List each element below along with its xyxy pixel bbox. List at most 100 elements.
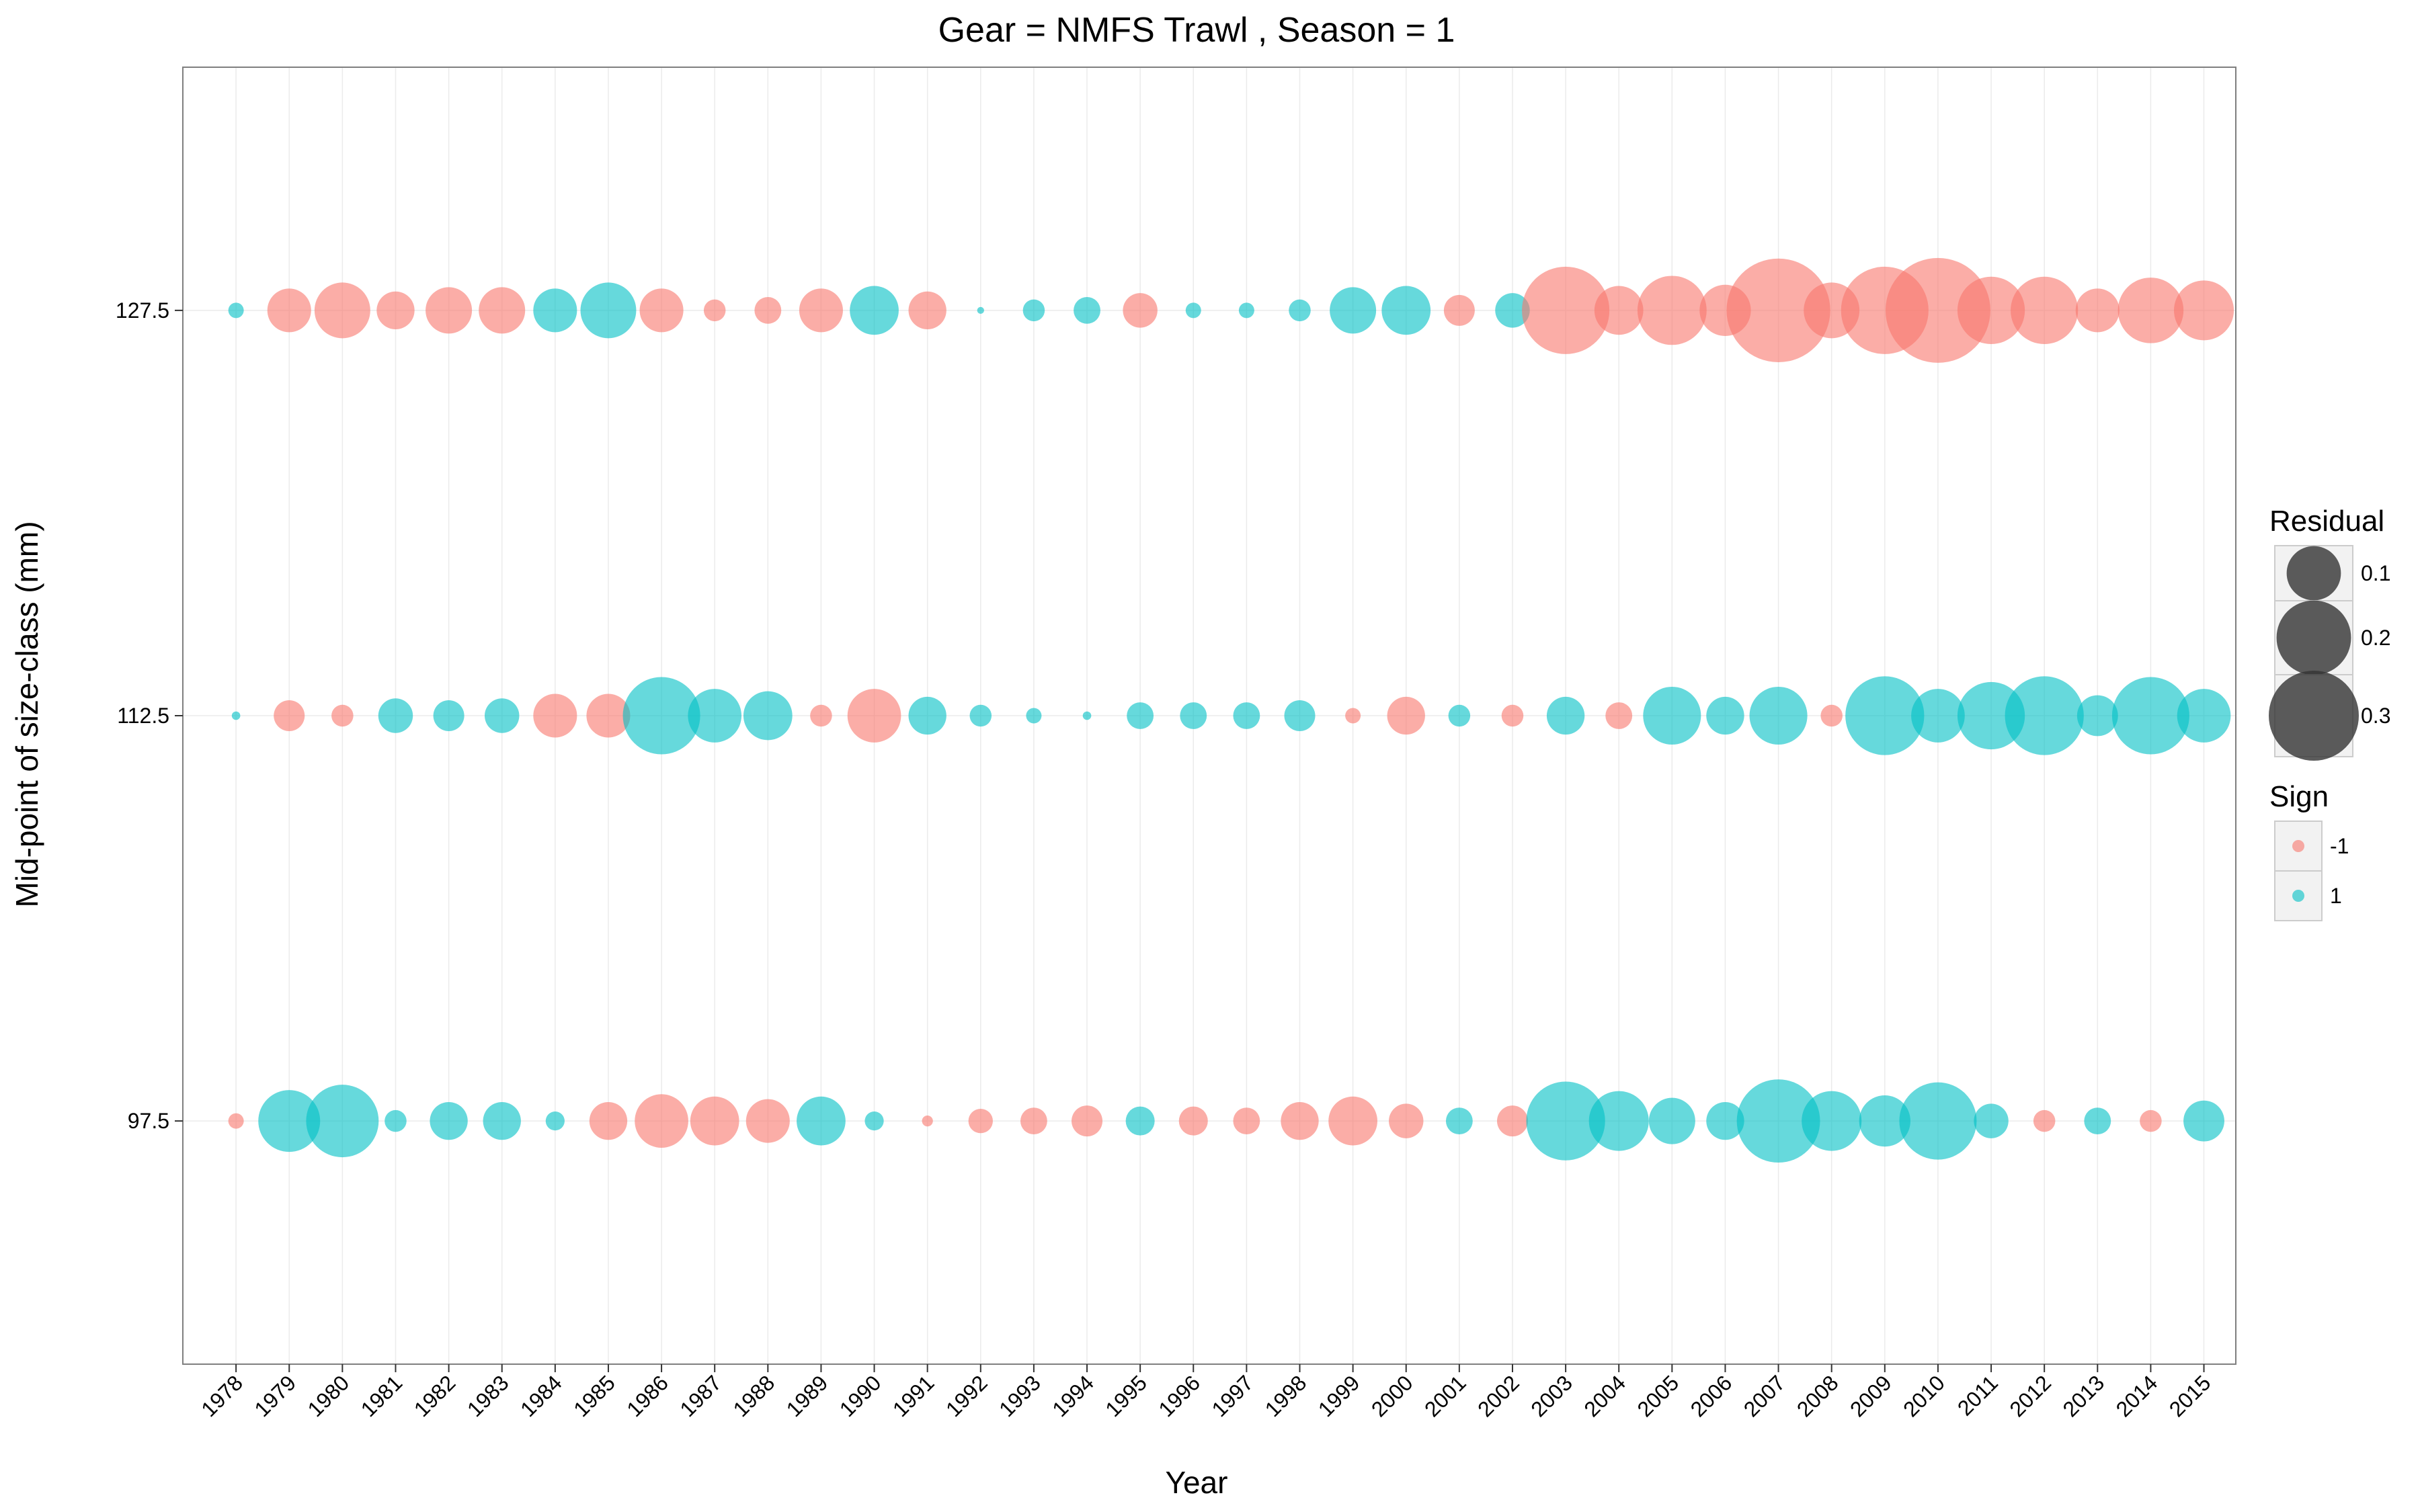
data-point [1022,299,1045,322]
size-key-label: 0.2 [2361,626,2390,650]
data-point [639,288,684,333]
data-point [810,704,832,727]
data-point [1445,1107,1473,1135]
data-point [1522,266,1610,354]
data-point [797,1096,846,1146]
legend: Residual 0.1 0.2 0.3 Sign -1 1 [2269,505,2390,921]
data-point [231,711,241,720]
y-axis-title: Mid-point of size-class (mm) [9,521,44,907]
data-point [969,704,992,727]
data-point [1594,286,1644,335]
data-point [1448,704,1471,727]
data-point [922,1115,933,1127]
y-axis: 97.5 112.5 127.5 [116,298,183,1133]
data-point [2173,280,2234,341]
data-point [1706,1101,1744,1140]
data-point [274,700,305,732]
data-point [1643,686,1701,745]
data-point [908,696,946,735]
data-point [1238,302,1254,319]
data-point [545,1111,565,1131]
data-point [2111,677,2189,755]
color-legend: -1 1 [2274,821,2349,921]
data-point [1820,704,1843,727]
data-point [580,282,637,339]
data-point [1074,296,1100,324]
data-point [1178,1106,1208,1136]
data-point [745,1099,790,1143]
data-point [754,296,782,324]
data-point [533,694,577,738]
data-point [2140,1109,2162,1132]
data-point [1495,293,1530,328]
data-point [1082,711,1092,720]
data-point [635,1094,688,1148]
data-point [799,288,843,333]
data-point [306,1085,379,1158]
data-point [426,287,473,334]
data-point [622,677,700,755]
x-axis-title: Year [1166,1465,1228,1500]
data-point [1284,700,1316,732]
data-point [1180,702,1207,729]
data-point [1387,696,1425,735]
data-point [1381,286,1431,335]
data-point [1443,294,1475,326]
data-point [908,291,946,330]
data-point [1020,1107,1047,1135]
data-point [1957,276,2025,345]
data-point [1289,299,1311,322]
data-point [1526,1081,1605,1161]
data-point [1127,702,1154,729]
color-key-dot [2292,840,2304,852]
data-point [267,288,311,333]
data-point [433,700,465,732]
data-point [1736,1079,1820,1163]
data-point [533,288,577,333]
data-point [1026,708,1042,724]
data-point [1885,257,1990,363]
legend-residual-title: Residual [2269,505,2384,538]
data-point [2084,1107,2111,1135]
data-point [1726,258,1830,363]
chart-title: Gear = NMFS Trawl , Season = 1 [938,11,1455,50]
color-key-label: -1 [2330,834,2349,858]
data-point [1957,681,2025,750]
data-point [703,299,726,322]
data-point [1330,287,1377,334]
data-point [1648,1097,1695,1144]
data-point [2076,695,2118,737]
data-point [2075,288,2120,333]
data-point [1637,276,1707,345]
data-point [1233,702,1260,729]
data-point [2183,1100,2224,1142]
y-tick-label: 97.5 [128,1109,169,1133]
data-point [968,1108,993,1134]
size-legend: 0.1 0.2 0.3 [2269,545,2390,761]
data-point [2011,276,2079,345]
data-point [1588,1091,1649,1151]
data-point [1123,293,1158,328]
data-point [2005,676,2084,755]
color-key-dot [2292,890,2304,902]
data-point [2033,1109,2056,1132]
data-point [1389,1103,1424,1138]
data-point [2118,278,2184,343]
data-point [864,1111,884,1131]
data-point [688,689,742,743]
data-point [847,689,901,743]
data-point [1749,686,1808,745]
data-point [314,282,370,339]
data-points [228,257,2234,1163]
data-point [690,1096,739,1146]
size-key-circle [2276,600,2351,675]
size-key-label: 0.1 [2361,561,2390,585]
data-point [385,1109,407,1132]
data-point [1605,702,1633,729]
data-point [1281,1101,1319,1140]
data-point [1802,1091,1862,1151]
data-point [430,1101,468,1140]
data-point [1911,689,1965,743]
